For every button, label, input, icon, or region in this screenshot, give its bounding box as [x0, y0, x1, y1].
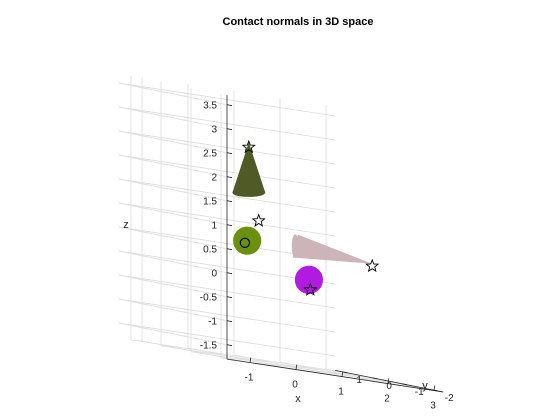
z-tick-label: -1 — [208, 317, 217, 328]
y-axis-label: y — [422, 380, 428, 392]
grid-line — [131, 340, 347, 373]
z-tick-label: 3.5 — [203, 101, 217, 112]
x-tick-label: 3 — [430, 401, 436, 412]
x-tick-label: -1 — [245, 373, 254, 384]
y-tick-label: 1 — [356, 375, 362, 386]
x-tick-label: 1 — [338, 387, 344, 398]
x-axis-label: x — [295, 393, 301, 405]
z-tick-label: 0 — [211, 269, 217, 280]
z-tick-label: 1 — [211, 221, 217, 232]
z-axis-label: z — [123, 219, 129, 231]
cone-object — [232, 142, 265, 197]
z-tick-mark — [227, 177, 232, 178]
z-tick-mark — [227, 297, 232, 298]
cone-object — [292, 234, 372, 263]
z-tick-mark — [227, 321, 232, 322]
x-tick-label: 2 — [384, 394, 390, 405]
z-tick-mark — [227, 273, 232, 274]
z-tick-label: 2 — [211, 173, 217, 184]
z-tick-label: 3 — [211, 125, 217, 136]
z-tick-label: 1.5 — [203, 197, 217, 208]
z-tick-label: 2.5 — [203, 149, 217, 160]
z-tick-mark — [227, 345, 232, 346]
z-tick-mark — [227, 201, 232, 202]
x-tick-label: 0 — [292, 380, 298, 391]
y-tick-label: -2 — [445, 393, 454, 404]
z-tick-mark — [227, 129, 232, 130]
z-tick-label: -0.5 — [200, 293, 218, 304]
z-tick-mark — [227, 153, 232, 154]
z-tick-mark — [227, 105, 232, 106]
sphere-object — [295, 266, 323, 294]
contact-point-star — [366, 260, 378, 271]
chart-title: Contact normals in 3D space — [223, 16, 374, 28]
z-tick-mark — [227, 225, 232, 226]
x-axis-line — [227, 359, 443, 392]
grid-lines — [119, 76, 437, 391]
sphere-object — [233, 227, 261, 255]
y-tick-label: 0 — [386, 381, 392, 392]
z-tick-mark — [227, 249, 232, 250]
grid-line — [191, 352, 407, 385]
z-tick-label: 0.5 — [203, 245, 217, 256]
z-tick-label: -1.5 — [200, 341, 218, 352]
grid-line — [161, 346, 377, 379]
